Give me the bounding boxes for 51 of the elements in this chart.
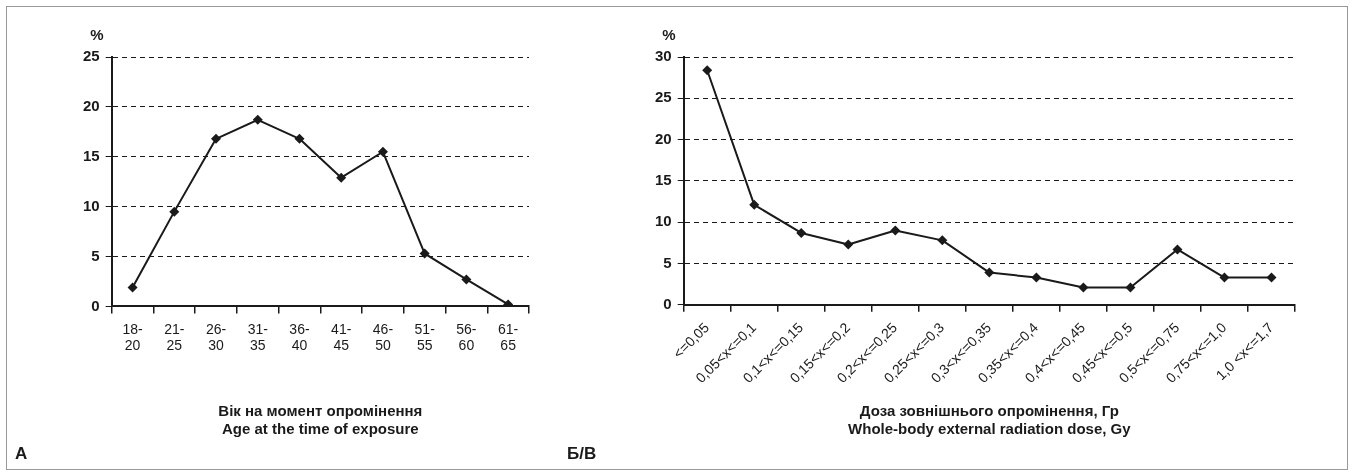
point (937, 235, 948, 246)
text: А (15, 444, 28, 464)
y-tick-label: 5 (663, 253, 672, 271)
x-tick-label: 46-50 (372, 320, 394, 354)
point (1031, 272, 1042, 283)
point (252, 114, 263, 125)
x-tick-label: 21-25 (164, 320, 185, 354)
x-tick-label: 18-20 (122, 320, 144, 354)
y-tick-label: 15 (655, 171, 672, 189)
point (1219, 272, 1230, 283)
y-tick-label: 25 (83, 47, 100, 65)
point (169, 206, 180, 217)
y-tick-label: 15 (83, 146, 100, 164)
y-tick-label: 10 (655, 212, 672, 230)
point (127, 282, 138, 293)
y-tick-label: 0 (91, 296, 100, 314)
point (211, 133, 222, 144)
point (1266, 272, 1277, 283)
y-tick-label: 25 (655, 88, 672, 106)
x-tick-label: 61-65 (498, 320, 519, 354)
x-tick-label: 51-55 (414, 320, 436, 354)
point (294, 133, 305, 144)
x-tick-label: 31-35 (247, 320, 269, 354)
y-axis-title: % (90, 25, 104, 43)
point (1078, 282, 1089, 293)
point (749, 199, 760, 210)
point (984, 267, 995, 278)
text: Б/В (567, 444, 597, 464)
point (1172, 244, 1183, 255)
x-tick-label: 41-45 (331, 320, 352, 354)
x-tick-label: 26-30 (205, 320, 227, 354)
x-axis-title: Вік на момент опромінення Age at the time of exposure (218, 402, 423, 438)
point (1125, 282, 1136, 293)
y-tick-label: 0 (663, 294, 672, 312)
point (336, 172, 347, 183)
point (377, 146, 388, 157)
y-tick-label: 10 (83, 196, 100, 214)
point (843, 239, 854, 250)
y-tick-label: 30 (655, 47, 672, 65)
x-tick-label: 56-60 (456, 320, 477, 354)
y-tick-label: 20 (655, 129, 672, 147)
point (702, 65, 713, 76)
point (796, 227, 807, 238)
point (461, 274, 472, 285)
point (890, 225, 901, 236)
x-axis-title: Доза зовнішнього опромінення, Гр Whole-body external radiation dose, Gy (848, 402, 1132, 438)
y-tick-label: 20 (83, 97, 100, 115)
x-tick-label: 36-40 (289, 320, 310, 354)
y-tick-label: 5 (91, 246, 100, 264)
point (419, 248, 430, 259)
y-axis-title: % (662, 25, 676, 43)
